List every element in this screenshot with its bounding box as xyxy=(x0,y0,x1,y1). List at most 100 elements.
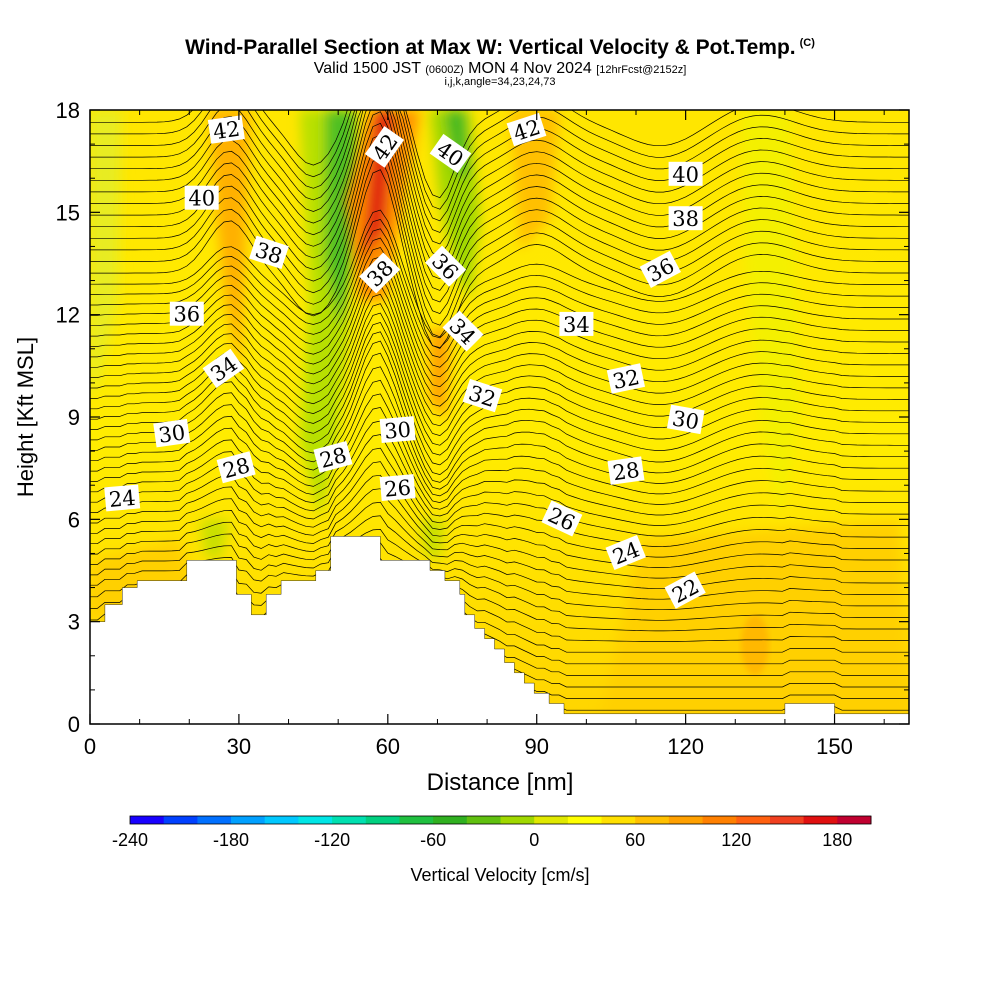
contour-label-text: 30 xyxy=(383,417,412,443)
weak-band-east xyxy=(740,110,800,520)
contour-label-text: 24 xyxy=(108,486,137,512)
theta-contour-line xyxy=(90,110,909,210)
x-tick-label: 90 xyxy=(524,734,548,759)
contour-label-box xyxy=(429,133,472,174)
forecast-info: [12hrFcst@2152z] xyxy=(596,64,687,76)
y-tick-label: 15 xyxy=(56,200,80,225)
theta-contour-line xyxy=(90,110,909,245)
contour-label-box xyxy=(153,418,191,448)
contour-label-box xyxy=(666,404,705,435)
theta-contour-line xyxy=(90,542,909,621)
contour-label: 30 xyxy=(379,416,416,444)
contour-label-text: 28 xyxy=(611,458,641,485)
y-tick-label: 9 xyxy=(68,405,80,430)
colorbar-swatch xyxy=(534,816,569,824)
contour-label: 28 xyxy=(313,440,353,473)
updraft-west xyxy=(210,110,250,380)
theta-contour-line xyxy=(90,366,909,490)
theta-contour-line xyxy=(90,501,909,590)
theta-contour-line xyxy=(90,146,909,326)
colorbar-label: Vertical Velocity [cm/s] xyxy=(410,865,589,885)
contour-label-box xyxy=(541,500,583,537)
contour-label-text: 32 xyxy=(611,365,642,394)
theta-contour-line xyxy=(90,247,909,378)
colorbar-swatch xyxy=(130,816,165,824)
theta-contour-line xyxy=(90,228,909,358)
theta-contour-line xyxy=(90,111,909,291)
contour-label: 42 xyxy=(207,115,245,144)
colorbar-swatch xyxy=(399,816,434,824)
contour-label: 26 xyxy=(379,474,416,502)
theta-contour-line xyxy=(90,420,909,526)
contour-label-box xyxy=(104,484,141,512)
colorbar-tick-label: 120 xyxy=(721,830,751,850)
x-tick-label: 30 xyxy=(227,734,251,759)
contour-label-box xyxy=(379,416,416,444)
copyright-mark: (C) xyxy=(799,37,815,49)
contour-label-box xyxy=(216,451,256,484)
theta-contour-line xyxy=(90,110,909,233)
colorbar-swatch xyxy=(466,816,501,824)
contour-label: 32 xyxy=(606,363,646,394)
colorbar-swatch xyxy=(264,816,299,824)
colorbar-tick-label: -120 xyxy=(314,830,350,850)
theta-contour-line xyxy=(90,515,909,600)
colorbar: -240 -180 -120 -60 0 60 120 180 xyxy=(112,815,872,850)
colorbar-swatch xyxy=(702,816,737,824)
theta-contour-line xyxy=(90,474,909,568)
valid-zulu: (0600Z) xyxy=(425,64,464,76)
theta-contour-line xyxy=(90,134,909,315)
contour-label-text: 40 xyxy=(672,163,699,187)
x-tick-label: 60 xyxy=(376,734,400,759)
contour-label: 38 xyxy=(668,206,703,231)
strong-downdraft-core-1 xyxy=(325,110,360,330)
contour-label-box xyxy=(668,161,703,186)
contour-label: 34 xyxy=(559,311,594,337)
contour-label: 36 xyxy=(169,301,204,327)
colorbar-swatch xyxy=(231,816,266,824)
valid-time: Valid 1500 JST xyxy=(313,60,421,77)
colorbar-swatch xyxy=(197,816,232,824)
colorbar-tick-label: -60 xyxy=(420,830,446,850)
theta-contour-line xyxy=(90,393,909,505)
contour-label: 30 xyxy=(153,418,191,448)
valid-date: MON 4 Nov 2024 xyxy=(468,60,592,77)
theta-contour-line xyxy=(90,284,909,417)
contour-label-box xyxy=(313,440,353,473)
chart-title: Wind-Parallel Section at Max W: Vertical… xyxy=(0,36,1000,60)
x-tick-label: 120 xyxy=(667,734,704,759)
theta-contour-line xyxy=(90,209,909,339)
contour-label: 40 xyxy=(668,161,703,187)
theta-contour-line xyxy=(90,379,909,497)
contour-label: 28 xyxy=(216,451,256,484)
y-tick-label: 12 xyxy=(56,303,80,328)
theta-contour-line xyxy=(90,218,909,348)
chart-title-text: Wind-Parallel Section at Max W: Vertical… xyxy=(185,36,796,59)
contour-label-box xyxy=(442,310,484,352)
theta-contour-line xyxy=(90,352,909,483)
terrain xyxy=(90,536,909,724)
contour-label-text: 26 xyxy=(383,475,412,501)
contour-label-box xyxy=(664,571,706,609)
theta-contour-line xyxy=(90,265,909,397)
contour-label-text: 30 xyxy=(157,420,187,447)
colorbar-swatch xyxy=(567,816,603,824)
colorbar-swatch xyxy=(803,816,838,824)
updraft-cell-low xyxy=(741,615,769,675)
chart-subtitle: Valid 1500 JST (0600Z) MON 4 Nov 2024 [1… xyxy=(0,60,1000,78)
theta-contour-line xyxy=(90,169,909,349)
colorbar-swatch xyxy=(298,816,333,824)
contour-label: 28 xyxy=(607,456,645,485)
theta-contour-line xyxy=(90,122,909,303)
colorbar-tick-label: 0 xyxy=(529,830,539,850)
theta-contour-line xyxy=(90,110,909,222)
colorbar-swatch xyxy=(163,816,198,824)
contour-label-box xyxy=(607,456,645,485)
colorbar-frame xyxy=(129,815,872,825)
colorbar-swatch xyxy=(365,816,400,824)
y-tick-label: 0 xyxy=(68,712,80,737)
contour-label-box xyxy=(668,206,703,231)
